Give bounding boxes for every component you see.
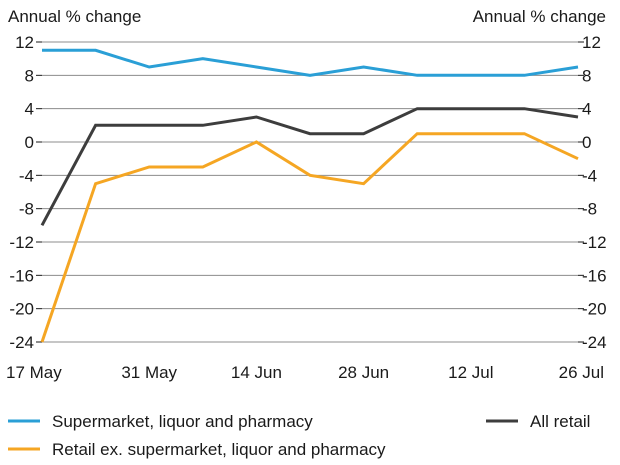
x-tick-label-26-jul: 26 Jul [559, 363, 604, 382]
y-tick-label-right: -24 [582, 333, 607, 352]
x-tick-label-14-jun: 14 Jun [231, 363, 282, 382]
legend-label: Supermarket, liquor and pharmacy [52, 412, 313, 431]
y-tick-label-left: -24 [9, 333, 34, 352]
y-tick-label-left: 0 [25, 133, 34, 152]
y-tick-label-left: 8 [25, 66, 34, 85]
right-axis-unit-label: Annual % change [473, 7, 606, 26]
y-tick-label-right: 0 [582, 133, 591, 152]
y-tick-label-left: 12 [15, 33, 34, 52]
legend-label: All retail [530, 412, 590, 431]
y-tick-label-right: -12 [582, 233, 607, 252]
series-line-all-retail [40, 107, 579, 227]
legend-item-supermarket-liquor-and-pharmacy: Supermarket, liquor and pharmacy [8, 412, 313, 431]
series-supermarket-liquor-and-pharmacy [41, 48, 579, 77]
series-all-retail [40, 107, 579, 227]
legend-label: Retail ex. supermarket, liquor and pharm… [52, 440, 386, 459]
x-tick-label-12-jul: 12 Jul [448, 363, 493, 382]
y-tick-label-left: 4 [25, 100, 34, 119]
y-tick-label-right: -4 [582, 166, 597, 185]
y-tick-label-right: -8 [582, 200, 597, 219]
y-tick-label-left: -16 [9, 266, 34, 285]
y-tick-label-right: 12 [582, 33, 601, 52]
series-retail-ex-supermarket-liquor-and-pharmacy [40, 132, 579, 343]
y-tick-label-right: -20 [582, 300, 607, 319]
x-tick-label-28-jun: 28 Jun [338, 363, 389, 382]
legend: Supermarket, liquor and pharmacy All reta… [8, 412, 590, 459]
y-tick-label-left: -20 [9, 300, 34, 319]
x-axis: 17 May 31 May 14 Jun 28 Jun 12 Jul 26 Jul [6, 363, 604, 382]
legend-item-retail-ex-supermarket-liquor-and-pharmacy: Retail ex. supermarket, liquor and pharm… [8, 440, 386, 459]
left-axis-unit-label: Annual % change [8, 7, 141, 26]
grid [42, 41, 578, 343]
x-tick-label-17-may: 17 May [6, 363, 62, 382]
legend-item-all-retail: All retail [486, 412, 590, 431]
y-tick-label-right: 4 [582, 100, 591, 119]
x-tick-label-31-may: 31 May [121, 363, 177, 382]
series-line-supermarket-liquor-and-pharmacy [42, 48, 579, 77]
left-y-axis: 12 8 4 0 -4 -8 -12 -16 -20 -24 [9, 33, 42, 352]
y-tick-label-left: -4 [19, 166, 34, 185]
series-line-retail-ex-supermarket-liquor-and-pharmacy [40, 132, 579, 343]
y-tick-label-right: 8 [582, 66, 591, 85]
right-y-axis: 12 8 4 0 -4 -8 -12 -16 -20 -24 [578, 33, 607, 352]
series-lines [40, 48, 579, 343]
y-tick-label-left: -12 [9, 233, 34, 252]
y-tick-label-right: -16 [582, 266, 607, 285]
y-tick-label-left: -8 [19, 200, 34, 219]
